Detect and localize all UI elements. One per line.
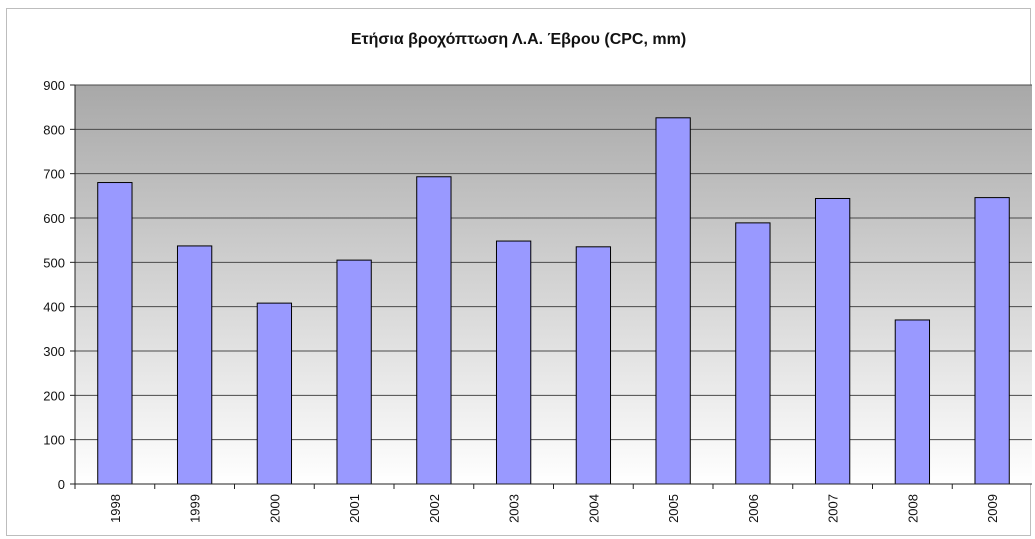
x-tick-label-2007: 2007 bbox=[826, 494, 841, 523]
x-tick-label-1999: 1999 bbox=[188, 494, 203, 523]
bar-2007 bbox=[814, 197, 851, 485]
plot-area bbox=[75, 85, 1032, 484]
x-tick-label-2000: 2000 bbox=[267, 494, 282, 523]
chart-title: Ετήσια βροχόπτωση Λ.Α. Έβρου (CPC, mm) bbox=[350, 31, 687, 48]
axes bbox=[70, 84, 1032, 489]
y-tick-label: 400 bbox=[43, 300, 65, 315]
y-tick-label: 700 bbox=[43, 167, 65, 182]
bar-2002 bbox=[416, 176, 452, 485]
bar-2001 bbox=[336, 259, 372, 485]
x-tick-label-2002: 2002 bbox=[427, 494, 442, 523]
bar-2003 bbox=[495, 240, 532, 485]
x-tick-label-2008: 2008 bbox=[905, 494, 920, 523]
y-tick-label: 600 bbox=[43, 211, 65, 226]
y-tick-label: 900 bbox=[43, 78, 65, 93]
y-tick-label: 500 bbox=[43, 255, 65, 270]
bar-2004 bbox=[575, 246, 612, 485]
bar-chart: 0 100 200 300 400 500 600 700 800 900 1998 1999 200… bbox=[43, 78, 1032, 523]
bar-2000 bbox=[256, 302, 293, 485]
x-tick-label-2004: 2004 bbox=[586, 494, 601, 523]
bar-2008 bbox=[894, 319, 931, 485]
x-tick-label-2005: 2005 bbox=[666, 494, 681, 523]
x-tick-label-2001: 2001 bbox=[347, 494, 362, 523]
y-tick-label: 800 bbox=[43, 122, 65, 137]
bar-1998 bbox=[97, 182, 133, 485]
x-tick-label-2009: 2009 bbox=[985, 494, 1000, 523]
y-tick-label: 0 bbox=[58, 477, 65, 492]
x-tick-labels: 1998 1999 2000 2001 2002 2003 2004 2005 2006 2007… bbox=[108, 494, 1000, 523]
x-tick-label-1998: 1998 bbox=[108, 494, 123, 523]
y-tick-label: 200 bbox=[43, 388, 65, 403]
chart-frame: Ετήσια βροχόπτωση Λ.Α. Έβρου (CPC, mm) 0… bbox=[6, 8, 1032, 536]
y-tick-label: 300 bbox=[43, 344, 65, 359]
bars bbox=[97, 117, 1010, 485]
bar-2006 bbox=[735, 222, 771, 485]
bar-2009 bbox=[974, 197, 1010, 485]
x-tick-label-2006: 2006 bbox=[746, 494, 761, 523]
bar-1999 bbox=[176, 245, 213, 485]
gridlines bbox=[75, 84, 1032, 441]
x-tick-label-2003: 2003 bbox=[507, 494, 522, 523]
bar-2005 bbox=[655, 117, 691, 485]
y-tick-labels: 0 100 200 300 400 500 600 700 800 900 bbox=[43, 78, 65, 492]
y-tick-label: 100 bbox=[43, 433, 65, 448]
